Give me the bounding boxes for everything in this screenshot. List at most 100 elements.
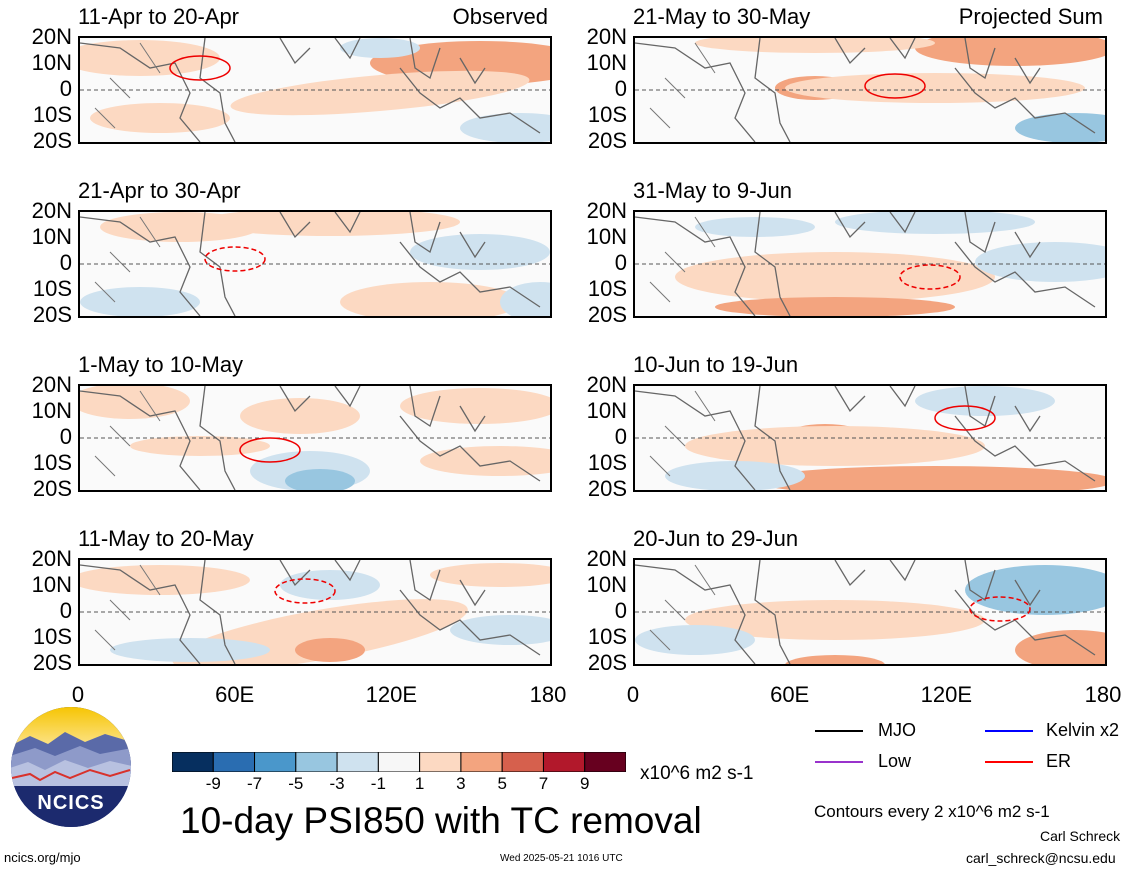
psi850-map bbox=[78, 384, 552, 492]
footer-timestamp: Wed 2025-05-21 1016 UTC bbox=[500, 853, 623, 864]
psi850-map bbox=[78, 36, 552, 144]
panel-title: 1-May to 10-May bbox=[78, 352, 244, 377]
main-title: 10-day PSI850 with TC removal bbox=[180, 800, 702, 841]
lat-tick-label: 10N bbox=[31, 572, 72, 597]
legend-er-label: ER bbox=[1046, 751, 1072, 771]
psi850-map bbox=[633, 210, 1107, 318]
colorbar-tick-label: -3 bbox=[329, 774, 345, 793]
lat-tick-label: 0 bbox=[614, 250, 627, 275]
lon-tick-label: 0 bbox=[71, 682, 85, 707]
panel-title: 21-Apr to 30-Apr bbox=[78, 178, 241, 203]
ncics-logo: NCICS bbox=[10, 706, 132, 828]
lat-tick-label: 20S bbox=[32, 476, 72, 501]
colorbar-tick-label: 7 bbox=[538, 774, 549, 793]
footer-author: Carl Schreck bbox=[1040, 828, 1121, 844]
lat-tick-label: 20N bbox=[586, 24, 627, 49]
lat-tick-label: 20N bbox=[586, 372, 627, 397]
panel-title: 11-Apr to 20-Apr bbox=[78, 4, 240, 29]
lat-tick-label: 10N bbox=[31, 398, 72, 423]
colorbar-tick-label: -9 bbox=[205, 774, 221, 793]
legend-low-line bbox=[815, 761, 863, 763]
lat-tick-label: 20N bbox=[31, 372, 72, 397]
colorbar-swatch bbox=[336, 751, 379, 773]
legend-kelvin-line bbox=[985, 730, 1033, 732]
lat-tick-label: 20S bbox=[32, 302, 72, 327]
lat-tick-label: 0 bbox=[59, 250, 72, 275]
colorbar-tick-label: -7 bbox=[246, 774, 263, 793]
colorbar-swatch bbox=[419, 751, 462, 773]
legend-low-label: Low bbox=[878, 751, 912, 771]
panel-title: 20-Jun to 29-Jun bbox=[633, 526, 799, 551]
legend-mjo-line bbox=[815, 730, 863, 732]
panel-tag: Observed bbox=[452, 4, 548, 29]
lat-tick-label: 10N bbox=[586, 398, 627, 423]
lat-tick-label: 10S bbox=[587, 624, 627, 649]
lat-tick-label: 10N bbox=[586, 224, 627, 249]
colorbar-swatch bbox=[584, 751, 627, 773]
lat-tick-label: 10S bbox=[587, 450, 627, 475]
psi850-map bbox=[633, 384, 1107, 492]
colorbar-tick-label: 5 bbox=[497, 774, 507, 793]
lat-tick-label: 10N bbox=[31, 50, 72, 75]
lat-tick-label: 20S bbox=[587, 302, 627, 327]
panel-title: 31-May to 9-Jun bbox=[633, 178, 792, 203]
lat-tick-label: 10S bbox=[32, 102, 72, 127]
contours-note: Contours every 2 x10^6 m2 s-1 bbox=[814, 802, 1050, 821]
colorbar-swatch bbox=[295, 751, 338, 773]
psi850-map bbox=[78, 558, 552, 666]
colorbar-swatch bbox=[212, 751, 256, 773]
lat-tick-label: 0 bbox=[614, 76, 627, 101]
lat-tick-label: 20S bbox=[587, 128, 627, 153]
colorbar-swatch bbox=[254, 751, 297, 773]
colorbar-swatch bbox=[542, 751, 586, 773]
panel-title: 21-May to 30-May bbox=[633, 4, 811, 29]
lat-tick-label: 0 bbox=[59, 424, 72, 449]
lat-tick-label: 0 bbox=[59, 76, 72, 101]
colorbar-tick-label: -5 bbox=[288, 774, 304, 793]
lon-tick-label: 120E bbox=[365, 682, 418, 707]
lon-tick-label: 60E bbox=[215, 682, 255, 707]
psi850-map bbox=[633, 558, 1107, 666]
lon-tick-label: 0 bbox=[626, 682, 640, 707]
colorbar-tick-label: 9 bbox=[579, 774, 590, 793]
panel-tag: Projected Sum bbox=[958, 4, 1103, 29]
lon-tick-label: 60E bbox=[770, 682, 810, 707]
psi850-map bbox=[78, 210, 552, 318]
lat-tick-label: 10S bbox=[587, 276, 627, 301]
lon-tick-label: 180 bbox=[529, 682, 567, 707]
legend-mjo-label: MJO bbox=[878, 720, 916, 740]
lon-tick-label: 180 bbox=[1084, 682, 1122, 707]
footer-url: ncics.org/mjo bbox=[4, 850, 81, 865]
colorbar-tick-label: 1 bbox=[414, 774, 425, 793]
lat-tick-label: 10S bbox=[32, 276, 72, 301]
logo-text: NCICS bbox=[37, 792, 105, 814]
lat-tick-label: 0 bbox=[614, 424, 627, 449]
lat-tick-label: 20N bbox=[31, 546, 72, 571]
lat-tick-label: 20S bbox=[587, 476, 627, 501]
lat-tick-label: 10N bbox=[586, 572, 627, 597]
colorbar-tick-label: 3 bbox=[456, 774, 466, 793]
panel-title: 10-Jun to 19-Jun bbox=[633, 352, 799, 377]
lat-tick-label: 10N bbox=[31, 224, 72, 249]
colorbar-swatch bbox=[377, 751, 421, 773]
panel-title: 11-May to 20-May bbox=[78, 526, 254, 551]
lat-tick-label: 20S bbox=[32, 650, 72, 675]
lat-tick-label: 0 bbox=[59, 598, 72, 623]
lat-tick-label: 10S bbox=[32, 450, 72, 475]
colorbar-tick-label: -1 bbox=[370, 774, 386, 793]
lat-tick-label: 20S bbox=[32, 128, 72, 153]
lon-tick-label: 120E bbox=[920, 682, 973, 707]
lat-tick-label: 20N bbox=[586, 198, 627, 223]
legend-kelvin-label: Kelvin x2 bbox=[1046, 720, 1120, 740]
footer-email: carl_schreck@ncsu.edu bbox=[966, 850, 1116, 866]
colorbar-swatch bbox=[501, 751, 544, 773]
colorbar-swatch bbox=[171, 751, 214, 773]
lat-tick-label: 0 bbox=[614, 598, 627, 623]
lat-tick-label: 20N bbox=[31, 198, 72, 223]
lat-tick-label: 20N bbox=[31, 24, 72, 49]
colorbar-swatch bbox=[460, 751, 503, 773]
lat-tick-label: 10S bbox=[587, 102, 627, 127]
lat-tick-label: 20N bbox=[586, 546, 627, 571]
legend-er-line bbox=[985, 761, 1033, 763]
psi850-map bbox=[633, 36, 1107, 144]
